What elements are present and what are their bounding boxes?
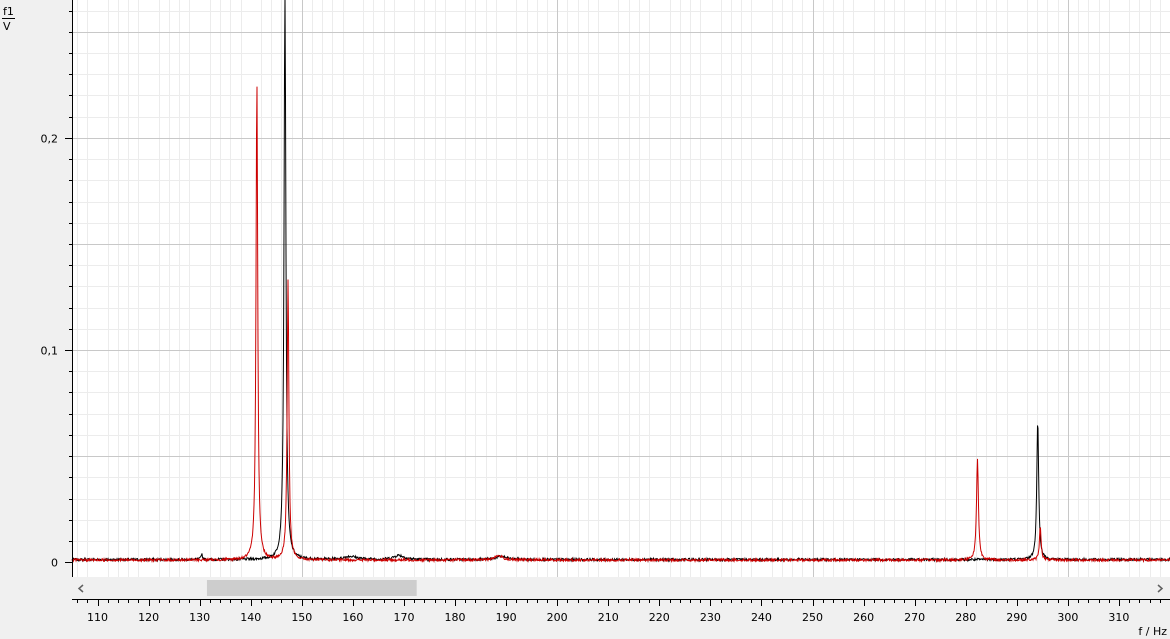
x-tick-label: 190 — [496, 611, 517, 624]
x-tick-label: 130 — [189, 611, 210, 624]
y-tick-label: 0 — [51, 557, 58, 570]
x-tick-label: 250 — [802, 611, 823, 624]
y-tick-label: 0,1 — [41, 345, 59, 358]
y-unit-denominator: V — [3, 20, 11, 33]
x-tick-label: 260 — [853, 611, 874, 624]
chevron-left-icon — [77, 584, 84, 593]
x-tick-label: 230 — [700, 611, 721, 624]
x-tick-label: 180 — [445, 611, 466, 624]
x-tick-label: 200 — [547, 611, 568, 624]
series-layer — [71, 0, 1170, 564]
series-line-red — [71, 86, 1170, 564]
x-tick-label: 120 — [138, 611, 159, 624]
horizontal-scrollbar[interactable] — [72, 577, 1170, 599]
chevron-right-icon — [1157, 584, 1164, 593]
x-tick-label: 220 — [649, 611, 670, 624]
plot-area — [72, 0, 1170, 577]
x-tick-label: 150 — [291, 611, 312, 624]
x-tick-label: 240 — [751, 611, 772, 624]
minor-grid — [72, 0, 1170, 577]
x-tick-label: 210 — [598, 611, 619, 624]
x-tick-label: 280 — [955, 611, 976, 624]
x-tick-label: 270 — [904, 611, 925, 624]
x-tick-label: 300 — [1057, 611, 1078, 624]
x-tick-label: 170 — [393, 611, 414, 624]
scroll-left-button[interactable] — [72, 579, 90, 597]
scrollbar-thumb[interactable] — [206, 580, 417, 596]
scroll-left-button-bg[interactable] — [72, 579, 90, 597]
y-unit-quantity: f1 — [3, 5, 14, 18]
x-tick-label: 310 — [1108, 611, 1129, 624]
x-axis-label: f / Hz — [1138, 625, 1167, 638]
x-tick-label: 290 — [1006, 611, 1027, 624]
major-grid — [72, 0, 1170, 577]
scroll-right-button[interactable] — [1151, 579, 1169, 597]
scroll-right-button-bg[interactable] — [1151, 579, 1169, 597]
x-tick-label: 140 — [240, 611, 261, 624]
x-tick-label: 110 — [87, 611, 108, 624]
x-ticks: 110 120 130 140 150 160 170 180 190 200 210 220 230 2… — [77, 600, 1161, 624]
y-tick-label: 0,2 — [41, 133, 59, 146]
x-tick-label: 160 — [342, 611, 363, 624]
y-ticks: 0 0,1 0,2 — [41, 11, 72, 570]
